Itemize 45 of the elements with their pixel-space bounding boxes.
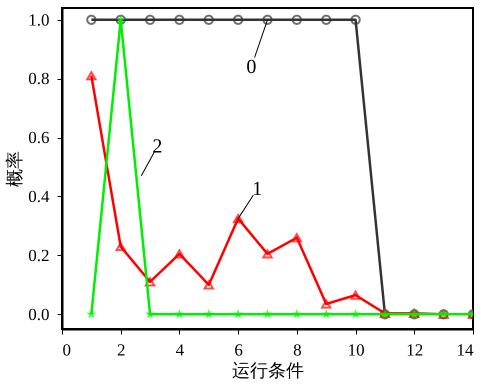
point [292,14,302,25]
point [204,309,214,319]
point [116,242,126,252]
point [174,309,184,319]
y-tick-label: 0.2 [28,246,50,265]
y-tick-label: 0.0 [28,304,50,324]
y-axis-title: 概率 [4,151,24,187]
point [204,280,214,290]
point [292,309,302,319]
y-tick-label: 0.8 [28,69,50,88]
x-axis-title: 运行条件 [232,360,304,380]
point [233,309,244,319]
annotation: 2 [152,135,162,158]
y-tick-label: 1.0 [28,10,50,30]
point [321,309,332,319]
point [232,14,244,25]
x-tick-label: 14 [456,340,474,360]
point [144,14,156,25]
point [321,14,332,25]
x-tick-label: 10 [348,340,365,360]
point [174,14,185,25]
x-tick-label: 12 [406,340,424,360]
point [350,14,361,25]
point [232,214,244,224]
annotation: 0 [246,56,256,78]
point [292,233,302,242]
point [204,14,214,25]
point [86,71,97,80]
point [321,299,332,309]
x-tick-label: 4 [176,340,185,360]
y-tick-label: 0.6 [28,128,50,148]
point [350,309,361,319]
x-tick-label: 0 [62,340,71,360]
x-tick-label: 2 [116,340,126,360]
annotation: 1 [252,178,262,200]
point [86,14,97,25]
point [262,309,272,319]
x-tick-label: 8 [293,340,302,360]
y-tick-label: 0.4 [28,186,50,206]
point [262,249,273,259]
point [144,277,156,287]
x-tick-label: 6 [234,340,243,360]
point [262,14,273,25]
point [350,290,361,300]
point [174,249,185,259]
